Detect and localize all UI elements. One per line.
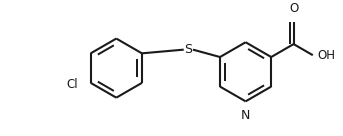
Text: OH: OH — [317, 49, 335, 62]
Text: N: N — [241, 109, 250, 122]
Text: Cl: Cl — [66, 78, 78, 91]
Text: S: S — [184, 43, 192, 56]
Text: O: O — [289, 2, 298, 16]
